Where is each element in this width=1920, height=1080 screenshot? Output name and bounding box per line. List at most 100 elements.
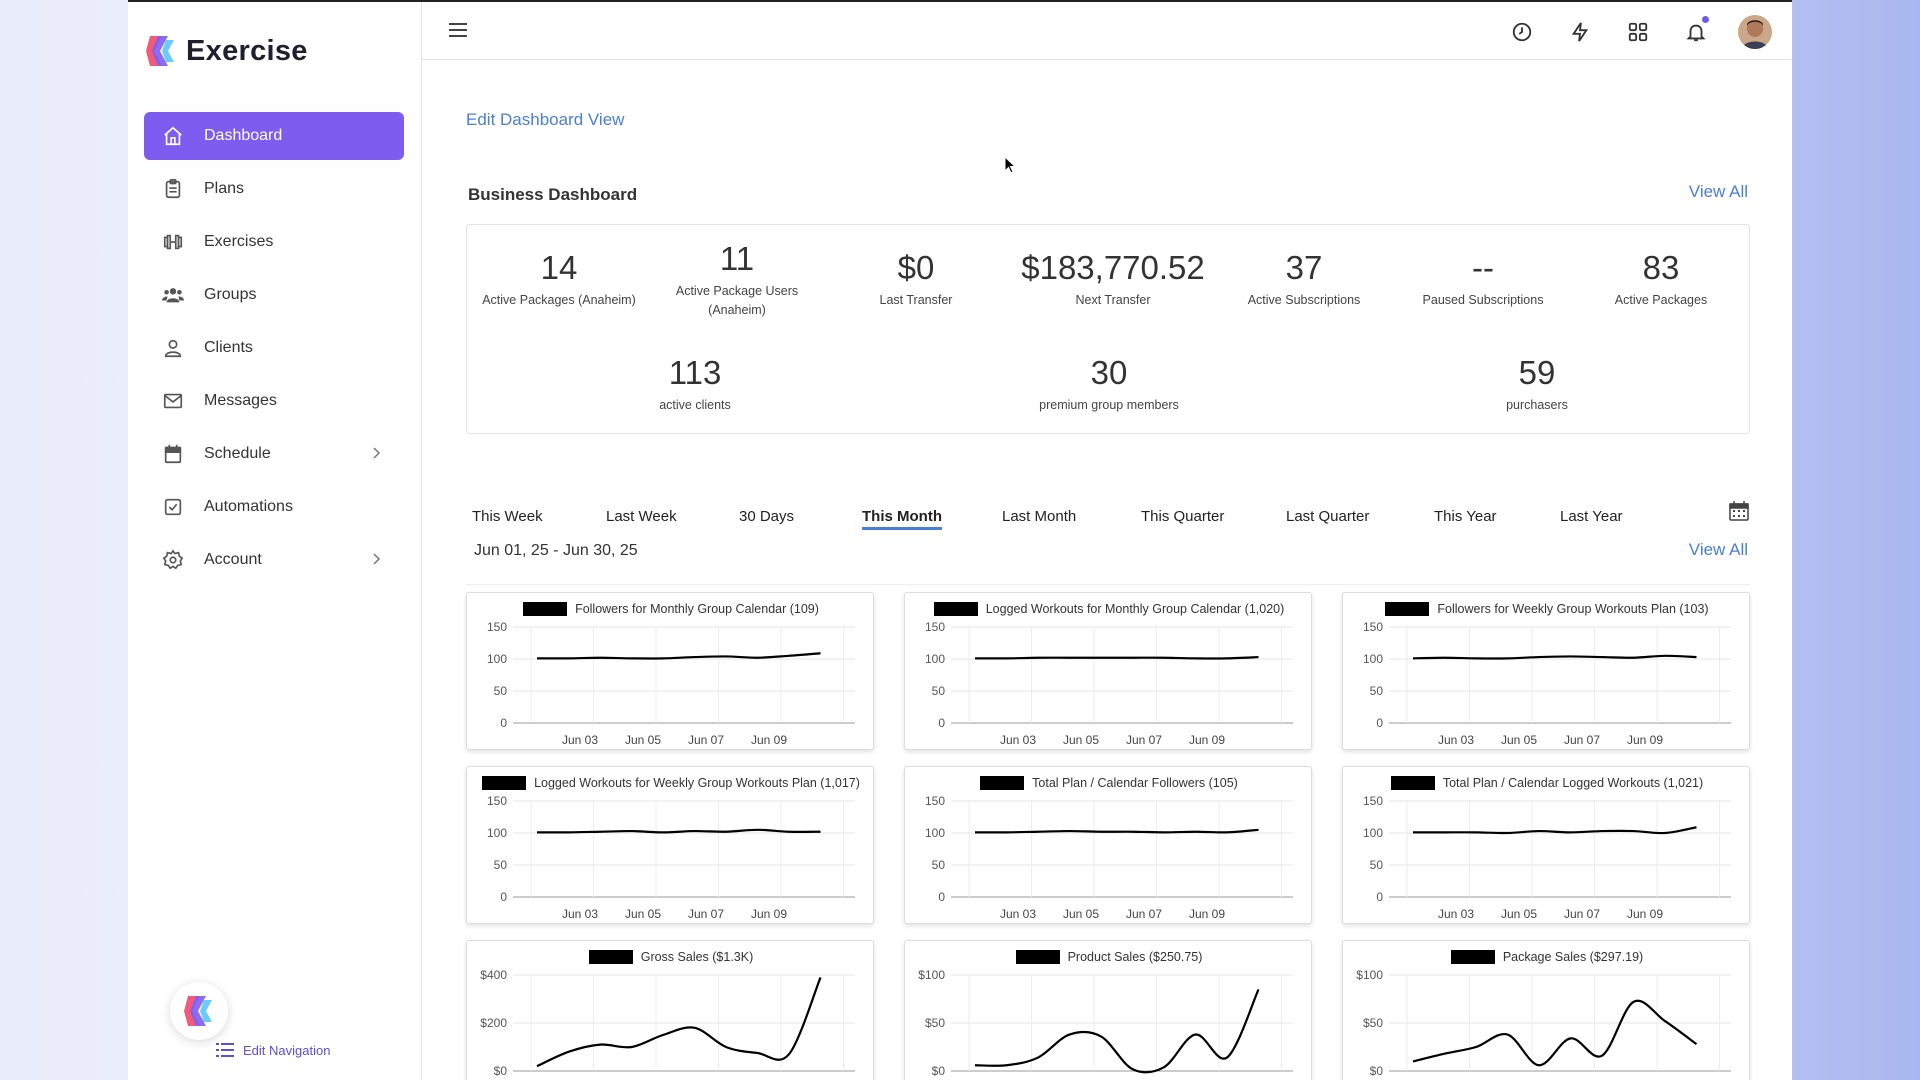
stat-active-subscriptions: 37 Active Subscriptions	[1219, 249, 1389, 310]
view-all-link[interactable]: View All	[1688, 182, 1748, 201]
stats-card: 14 Active Packages (Anaheim) 11 Active P…	[466, 224, 1750, 434]
chart-title: Followers for Monthly Group Calendar (10…	[575, 602, 819, 616]
line-chart: 150 100 50 0 Jun 03 Jun 05 Jun 07 Jun 09	[1363, 794, 1731, 921]
chart-title: Logged Workouts for Monthly Group Calend…	[985, 602, 1285, 616]
y-tick-label: 0	[938, 890, 945, 904]
y-tick-label: 0	[1376, 716, 1383, 730]
x-tick-label: Jun 05	[625, 907, 661, 921]
bell-icon[interactable]	[1680, 16, 1712, 48]
stat-label: purchasers	[1506, 398, 1568, 412]
edit-dashboard-view-link[interactable]: Edit Dashboard View	[466, 110, 625, 129]
app-launcher-button[interactable]	[170, 982, 228, 1040]
x-tick-label: Jun 07	[1126, 907, 1162, 921]
user-icon	[162, 337, 184, 359]
chart-legend: Logged Workouts for Monthly Group Calend…	[905, 602, 1313, 616]
users-icon	[162, 284, 184, 306]
chart-legend: Total Plan / Calendar Logged Workouts (1…	[1343, 776, 1751, 790]
chart-card[interactable]: 150 100 50 0 Jun 03 Jun 05 Jun 07 Jun 09 Followe…	[466, 592, 874, 750]
clock-icon[interactable]	[1506, 16, 1538, 48]
chart-title: Total Plan / Calendar Logged Workouts (1…	[1442, 776, 1704, 790]
chart-card[interactable]: 150 100 50 0 Jun 03 Jun 05 Jun 07 Jun 09 Logged …	[904, 592, 1312, 750]
chart-card[interactable]: 150 100 50 0 Jun 03 Jun 05 Jun 07 Jun 09 Total P…	[904, 766, 1312, 924]
chart-card[interactable]: $100 $50 $0 Package Sales ($297.19)	[1342, 940, 1750, 1080]
tab-last-quarter[interactable]: Last Quarter	[1286, 508, 1370, 525]
x-tick-label: Jun 03	[1438, 733, 1474, 747]
sidebar-item-clients[interactable]: Clients	[144, 324, 404, 372]
tab-last-month[interactable]: Last Month	[1002, 508, 1077, 525]
tab-this-quarter[interactable]: This Quarter	[1141, 508, 1225, 525]
brand[interactable]: Exercise	[146, 34, 308, 68]
avatar[interactable]	[1738, 15, 1772, 49]
y-tick-label: $100	[918, 968, 945, 982]
legend-swatch	[1015, 950, 1060, 964]
sidebar-item-groups[interactable]: Groups	[144, 271, 404, 319]
y-tick-label: 50	[1370, 684, 1384, 698]
stat-label: Active Packages	[1614, 293, 1708, 307]
x-tick-label: Jun 03	[1438, 907, 1474, 921]
y-tick-label: 150	[1363, 620, 1383, 634]
sidebar-item-messages[interactable]: Messages	[144, 377, 404, 425]
chart-card[interactable]: $100 $50 $0 Product Sales ($250.75)	[904, 940, 1312, 1080]
x-tick-label: Jun 09	[1627, 733, 1663, 747]
line-chart: 150 100 50 0 Jun 03 Jun 05 Jun 07 Jun 09	[925, 620, 1293, 747]
sidebar-item-exercises[interactable]: Exercises	[144, 218, 404, 266]
chart-card[interactable]: $400 $200 $0 Gross Sales ($1.3K)	[466, 940, 874, 1080]
legend-swatch	[1385, 602, 1430, 616]
chart-legend: Product Sales ($250.75)	[905, 950, 1313, 964]
chart-title: Product Sales ($250.75)	[1067, 950, 1203, 964]
sidebar-item-plans[interactable]: Plans	[144, 165, 404, 213]
y-tick-label: 100	[487, 826, 507, 840]
series-line	[1412, 654, 1697, 660]
line-chart: 150 100 50 0 Jun 03 Jun 05 Jun 07 Jun 09	[487, 620, 855, 747]
tab-last-week[interactable]: Last Week	[606, 508, 677, 525]
sidebar: Exercise Dashboard Plans Exercises	[128, 2, 422, 1080]
sidebar-item-label: Dashboard	[204, 127, 283, 144]
main-content: Edit Dashboard View Business Dashboard V…	[422, 60, 1792, 1080]
line-chart: $100 $50 $0	[1356, 968, 1731, 1078]
grid-icon[interactable]	[1622, 16, 1654, 48]
stat-label: Active Subscriptions	[1247, 293, 1361, 307]
stat-last-transfer: $0 Last Transfer	[831, 249, 1001, 310]
tab-this-year[interactable]: This Year	[1434, 508, 1497, 525]
tab-this-week[interactable]: This Week	[472, 508, 543, 525]
tab-30-days[interactable]: 30 Days	[739, 508, 795, 525]
sidebar-item-schedule[interactable]: Schedule	[144, 430, 404, 478]
mail-icon	[162, 390, 184, 412]
hamburger-menu-icon[interactable]	[448, 20, 468, 40]
x-tick-label: Jun 07	[688, 907, 724, 921]
stat-premium-group-members: 30 premium group members	[1009, 354, 1209, 415]
stat-label: Next Transfer	[1075, 293, 1151, 307]
x-tick-label: Jun 07	[1564, 907, 1600, 921]
x-tick-label: Jun 07	[1126, 733, 1162, 747]
sidebar-item-dashboard[interactable]: Dashboard	[144, 112, 404, 160]
chart-card[interactable]: 150 100 50 0 Jun 03 Jun 05 Jun 07 Jun 09 Logged …	[466, 766, 874, 924]
chart-card[interactable]: 150 100 50 0 Jun 03 Jun 05 Jun 07 Jun 09 Followe…	[1342, 592, 1750, 750]
checkbox-icon	[162, 496, 184, 518]
y-tick-label: 100	[925, 826, 945, 840]
y-tick-label: 0	[1376, 890, 1383, 904]
y-tick-label: 150	[925, 620, 945, 634]
sidebar-item-label: Groups	[204, 286, 257, 303]
y-tick-label: 150	[487, 794, 507, 808]
edit-navigation-link[interactable]: Edit Navigation	[216, 1042, 330, 1058]
x-tick-label: Jun 03	[562, 733, 598, 747]
date-range-tabs: This Week Last Week 30 Days This Month L…	[466, 500, 1750, 530]
tab-last-year[interactable]: Last Year	[1560, 508, 1623, 525]
x-tick-label: Jun 05	[1063, 907, 1099, 921]
sidebar-item-account[interactable]: Account	[144, 536, 404, 584]
stat-value: $0	[897, 249, 935, 286]
stat-label: Last Transfer	[879, 293, 953, 307]
legend-swatch	[933, 602, 978, 616]
sidebar-item-automations[interactable]: Automations	[144, 483, 404, 531]
chart-card[interactable]: 150 100 50 0 Jun 03 Jun 05 Jun 07 Jun 09 Total P…	[1342, 766, 1750, 924]
calendar-picker-icon[interactable]	[1728, 500, 1750, 522]
chart-title: Package Sales ($297.19)	[1502, 950, 1644, 964]
bolt-icon[interactable]	[1564, 16, 1596, 48]
series-line	[1413, 826, 1697, 835]
legend-swatch	[1390, 776, 1435, 790]
x-tick-label: Jun 05	[625, 733, 661, 747]
tab-this-month[interactable]: This Month	[862, 508, 942, 530]
chart-legend: Gross Sales ($1.3K)	[467, 950, 875, 964]
stat-next-transfer: $183,770.52 Next Transfer	[1010, 249, 1216, 310]
view-all-charts-link[interactable]: View All	[1688, 540, 1748, 559]
